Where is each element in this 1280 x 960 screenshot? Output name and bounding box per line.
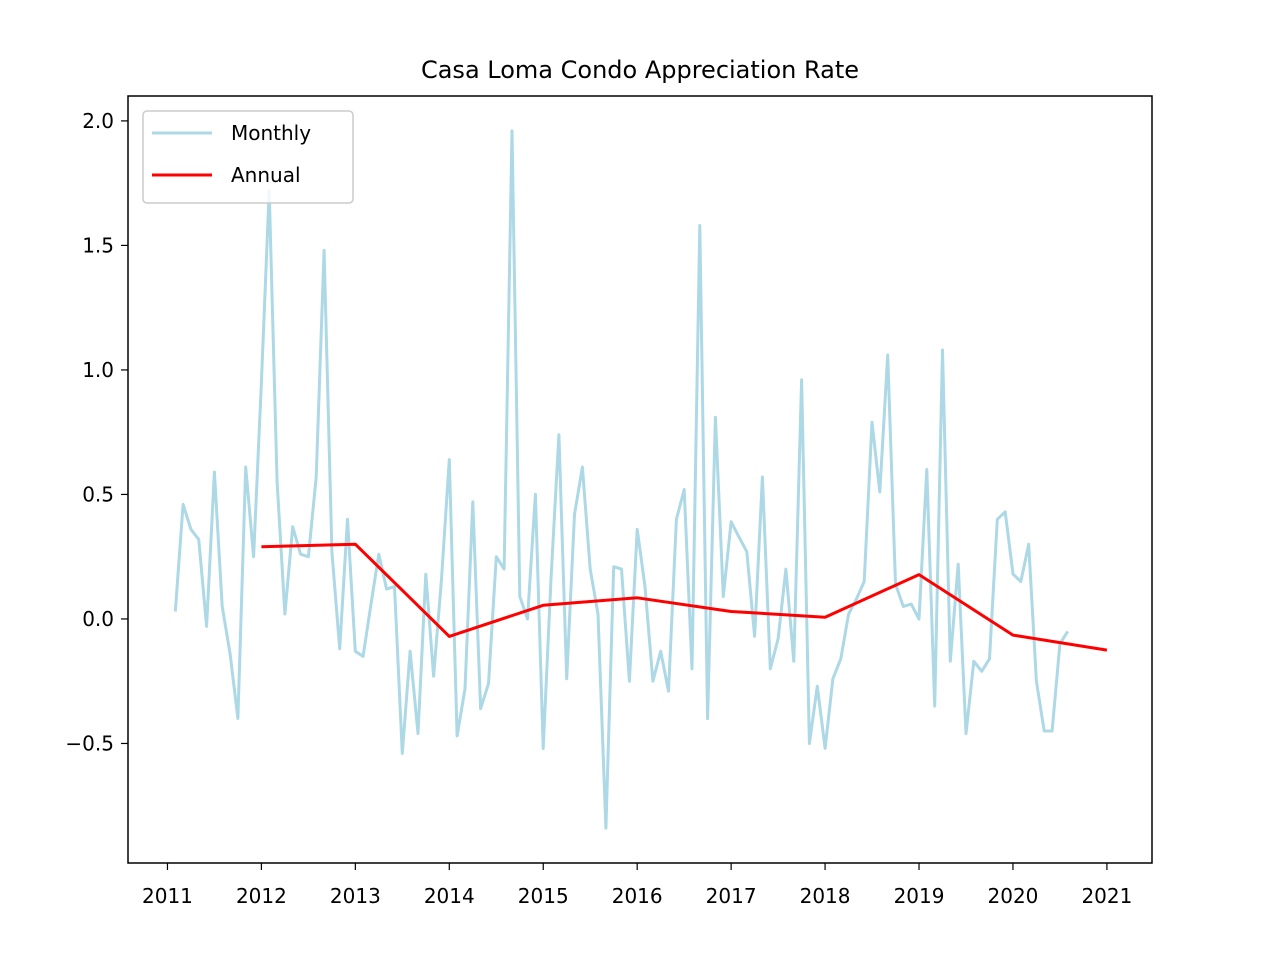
x-axis: 2011 2012 2013 2014 2015 2016 2017 2018 2019 2020… [142,863,1132,908]
x-tick-label: 2013 [330,884,381,908]
x-tick-label: 2017 [706,884,757,908]
y-tick-label: 0.5 [82,482,114,506]
y-tick-label: 2.0 [82,109,114,133]
y-tick-label: 0.0 [82,607,114,631]
x-tick-label: 2020 [988,884,1039,908]
legend: Monthly Annual [142,110,354,204]
plot-area [173,129,1108,830]
y-tick-label: 1.5 [82,233,114,257]
series-line-annual [261,542,1108,652]
chart-title: Casa Loma Condo Appreciation Rate [421,56,859,84]
x-tick-label: 2012 [236,884,287,908]
x-tick-label: 2015 [518,884,569,908]
x-tick-label: 2018 [800,884,851,908]
y-tick-label: 1.0 [82,358,114,382]
x-tick-label: 2019 [894,884,945,908]
x-tick-label: 2021 [1081,884,1132,908]
legend-label-monthly: Monthly [231,121,311,145]
plot-frame [127,95,1153,864]
legend-label-annual: Annual [231,163,301,187]
y-tick-label: −0.5 [65,731,114,755]
x-tick-label: 2014 [424,884,475,908]
series-line-monthly [173,129,1069,830]
x-tick-label: 2016 [612,884,663,908]
x-tick-label: 2011 [142,884,193,908]
y-axis: −0.5 0.0 0.5 1.0 1.5 2.0 [65,109,128,755]
